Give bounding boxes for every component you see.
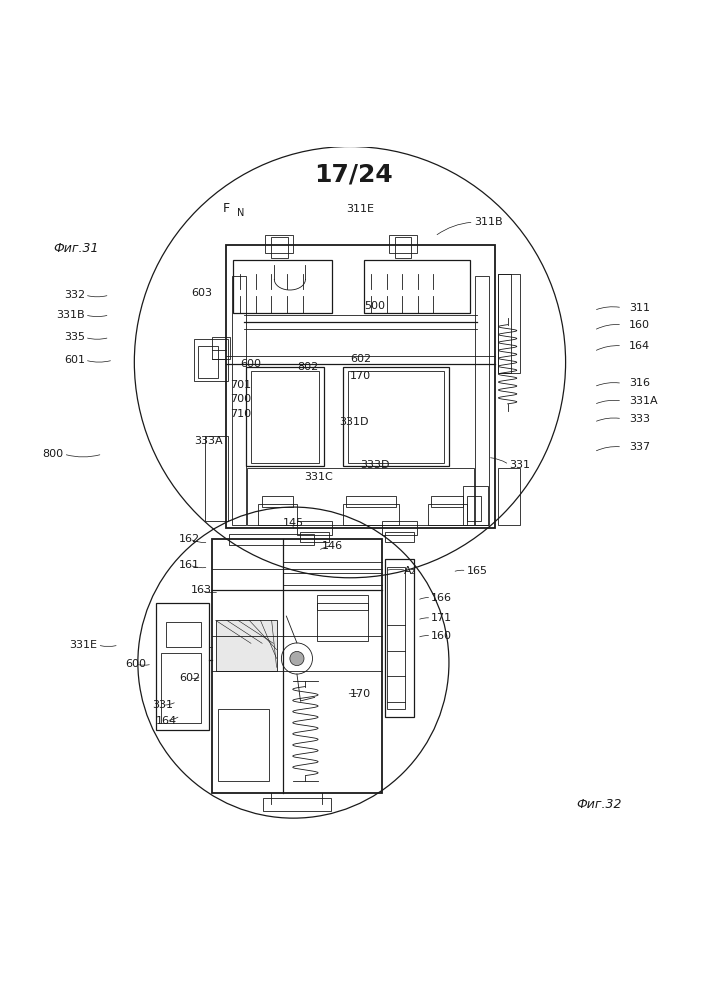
Text: 17/24: 17/24: [314, 163, 393, 187]
Text: 701: 701: [230, 380, 251, 390]
Bar: [348, 371, 444, 463]
Text: 170: 170: [350, 371, 371, 381]
Text: 700: 700: [230, 394, 251, 404]
Text: 333D: 333D: [360, 460, 390, 470]
Bar: [467, 496, 481, 521]
Bar: [194, 339, 228, 381]
Bar: [385, 532, 414, 542]
Text: 311B: 311B: [474, 217, 502, 227]
Bar: [212, 539, 382, 793]
Text: 145: 145: [283, 518, 304, 528]
Text: 163: 163: [191, 585, 212, 595]
Bar: [198, 346, 218, 378]
Bar: [428, 504, 467, 525]
Text: 164: 164: [156, 716, 177, 726]
Bar: [431, 496, 463, 507]
Bar: [300, 532, 329, 542]
Text: 602: 602: [350, 354, 371, 364]
Text: F: F: [223, 202, 230, 215]
Bar: [246, 367, 324, 466]
Text: 170: 170: [350, 689, 371, 699]
Text: 331: 331: [509, 460, 530, 470]
Text: 316: 316: [629, 378, 650, 388]
Text: 164: 164: [629, 341, 650, 351]
Text: 331A: 331A: [629, 396, 658, 406]
Text: Фиг.31: Фиг.31: [53, 242, 98, 255]
Bar: [258, 504, 297, 525]
Bar: [498, 274, 511, 373]
Text: 333: 333: [629, 414, 650, 424]
Text: 500: 500: [364, 301, 385, 311]
Bar: [161, 653, 201, 723]
Text: 800: 800: [42, 449, 64, 459]
Bar: [382, 521, 417, 535]
Bar: [389, 235, 417, 253]
Bar: [498, 468, 520, 525]
Text: 710: 710: [230, 409, 251, 419]
Text: 602: 602: [179, 673, 200, 683]
Text: 331D: 331D: [339, 417, 368, 427]
Text: 601: 601: [64, 355, 85, 365]
Bar: [232, 276, 246, 525]
Text: 161: 161: [179, 560, 200, 570]
Bar: [463, 486, 488, 525]
Text: 331E: 331E: [69, 640, 98, 650]
Bar: [317, 603, 368, 641]
Text: 802: 802: [297, 362, 318, 372]
Bar: [263, 798, 331, 811]
Text: 331B: 331B: [57, 310, 85, 320]
Bar: [218, 709, 269, 781]
Text: N: N: [237, 208, 244, 218]
Bar: [229, 534, 314, 545]
Bar: [385, 559, 414, 717]
Bar: [265, 235, 293, 253]
Text: 166: 166: [431, 593, 452, 603]
Bar: [156, 603, 209, 730]
Text: 332: 332: [64, 290, 85, 300]
Text: Фиг.32: Фиг.32: [577, 798, 622, 811]
Text: 335: 335: [64, 332, 85, 342]
Text: 603: 603: [191, 288, 212, 298]
Polygon shape: [216, 620, 276, 671]
Bar: [226, 245, 495, 528]
Bar: [233, 260, 332, 313]
Bar: [343, 504, 399, 525]
Text: 160: 160: [431, 631, 452, 641]
Text: A₂: A₂: [404, 566, 416, 576]
Bar: [475, 276, 489, 525]
Text: 311: 311: [629, 303, 650, 313]
Bar: [343, 367, 449, 466]
Bar: [247, 468, 474, 525]
Text: 171: 171: [431, 613, 452, 623]
Bar: [205, 436, 228, 521]
Text: 333A: 333A: [194, 436, 223, 446]
Bar: [317, 595, 368, 610]
Bar: [297, 521, 332, 535]
Bar: [498, 274, 520, 373]
Circle shape: [290, 651, 304, 666]
Text: 331: 331: [152, 700, 173, 710]
Bar: [364, 260, 470, 313]
Text: 600: 600: [240, 359, 262, 369]
Text: 337: 337: [629, 442, 650, 452]
Bar: [346, 496, 396, 507]
Text: 162: 162: [179, 534, 200, 544]
Text: 160: 160: [629, 320, 650, 330]
Bar: [262, 496, 293, 507]
Text: 331C: 331C: [304, 472, 332, 482]
Bar: [271, 237, 288, 258]
Bar: [212, 337, 230, 359]
Bar: [251, 371, 319, 463]
Bar: [166, 622, 201, 647]
Bar: [387, 567, 405, 709]
Text: 146: 146: [322, 541, 343, 551]
Text: 311E: 311E: [346, 204, 375, 214]
Text: 600: 600: [125, 659, 146, 669]
Text: 165: 165: [467, 566, 488, 576]
Bar: [395, 237, 411, 258]
